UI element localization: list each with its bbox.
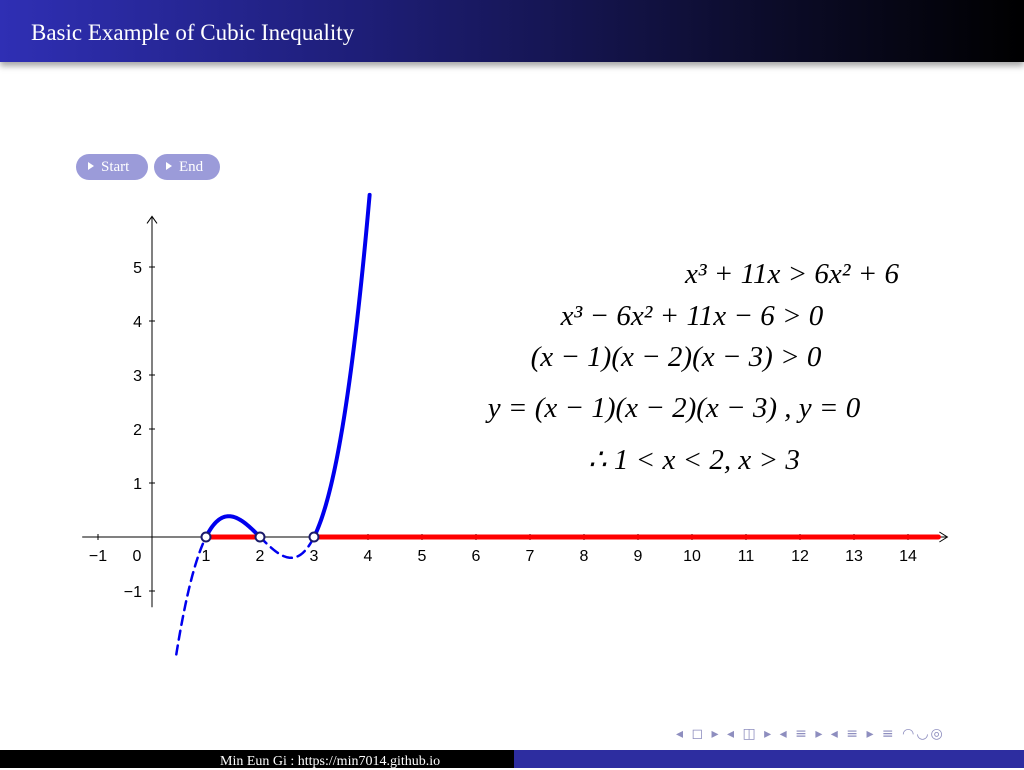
x-tick-label: 9 [634, 548, 643, 565]
curve-dashed-segment [258, 535, 316, 560]
footer-left-bar [0, 750, 514, 768]
y-tick-label: 3 [133, 368, 142, 385]
footer-author: Min Eun Gi : https://min7014.github.io [220, 754, 441, 769]
x-tick-label: 6 [472, 548, 481, 565]
root-point [200, 531, 212, 543]
root-point [254, 531, 266, 543]
x-tick-label: 11 [738, 548, 755, 565]
x-tick-label: 5 [418, 548, 427, 565]
play-icon [166, 162, 172, 170]
start-button[interactable]: Start [76, 154, 148, 180]
x-tick-label: 4 [364, 548, 373, 565]
equation-5: ∴ 1 < x < 2, x > 3 [588, 444, 800, 476]
end-button[interactable]: End [154, 154, 220, 180]
play-icon [88, 162, 94, 170]
y-tick-label: 5 [133, 260, 142, 277]
root-point [308, 531, 320, 543]
x-tick-label: 2 [256, 548, 265, 565]
start-button-label: Start [101, 159, 130, 175]
slide-header: Basic Example of Cubic Inequality [0, 0, 1024, 62]
x-tick-label: 1 [202, 548, 211, 565]
x-tick-label: 12 [791, 548, 809, 565]
curve-solid-segment [312, 192, 372, 539]
x-tick-label: 10 [683, 548, 701, 565]
y-tick-label: 1 [133, 476, 142, 493]
y-tick-label: 2 [133, 422, 142, 439]
y-tick-label: −1 [124, 584, 142, 601]
x-tick-label: 13 [845, 548, 863, 565]
curve-dashed-segment [175, 535, 208, 656]
equation-2: x³ − 6x² + 11x − 6 > 0 [560, 300, 824, 332]
y-axis-arrow [146, 215, 158, 224]
footer-right-bar [514, 750, 1024, 768]
x-tick-label: 0 [133, 548, 142, 565]
slide-title: Basic Example of Cubic Inequality [31, 20, 355, 45]
x-axis-arrow [939, 531, 949, 543]
y-tick-label: 4 [133, 314, 142, 331]
equation-4: y = (x − 1)(x − 2)(x − 3) , y = 0 [487, 392, 861, 424]
end-button-label: End [179, 159, 204, 175]
x-tick-label: 7 [526, 548, 535, 565]
curve-solid-segment [204, 514, 262, 539]
equation-1: x³ + 11x > 6x² + 6 [684, 258, 900, 290]
x-tick-label: 3 [310, 548, 319, 565]
x-tick-label: 8 [580, 548, 589, 565]
x-tick-label: 14 [899, 548, 917, 565]
x-tick-label: −1 [89, 548, 107, 565]
equation-3: (x − 1)(x − 2)(x − 3) > 0 [530, 341, 822, 373]
beamer-navigation-icons[interactable]: ◂ ◻ ▸ ◂ ◫ ▸ ◂ ≡ ▸ ◂ ≡ ▸ ≡ ◠◡◎ [676, 726, 945, 742]
